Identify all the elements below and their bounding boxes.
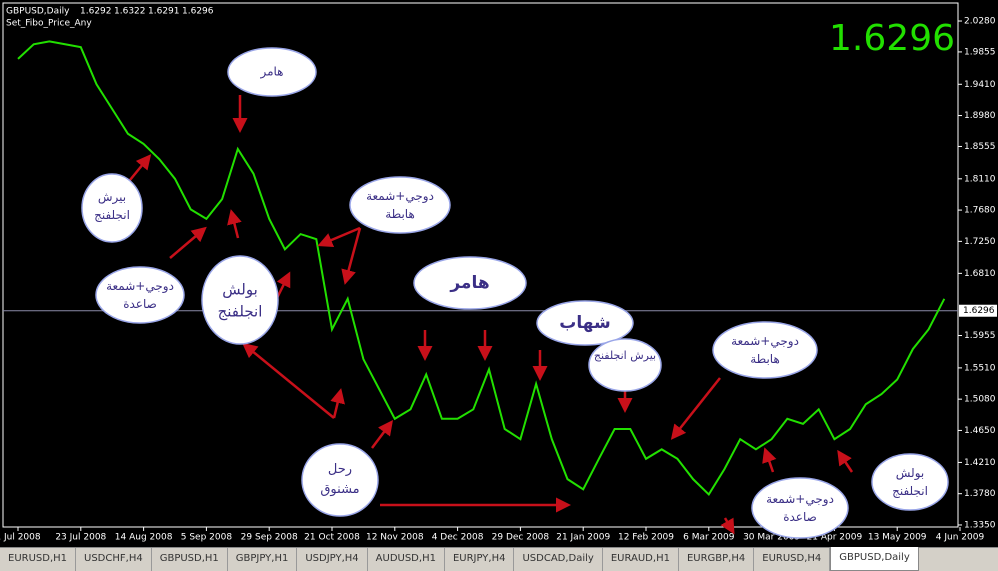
annotation-box: دوجي+شمعة صاعدة [766,492,834,524]
tab[interactable]: USDJPY,H4 [297,548,368,571]
current-price-label: 1.6296 [963,306,995,316]
annotation-box: دوجي+شمعة هابطة [731,334,799,366]
annotation-box: رحل مشنوق [320,462,360,497]
annotation: دوجي+شمعة صاعدة [106,279,174,311]
annotation-box: دوجي+شمعة صاعدة [106,279,174,311]
x-tick-label: 6 Mar 2009 [683,533,735,543]
price-line [17,40,946,497]
annotation: بولش انجلفنج [892,466,928,498]
y-tick-label: 1.7250 [964,237,996,247]
tab[interactable]: AUDUSD,H1 [368,548,445,571]
y-tick-label: 1.8555 [964,142,996,152]
x-tick-label: 4 Dec 2008 [432,533,484,543]
y-tick-label: 1.9855 [964,47,996,57]
x-tick-label: 23 Jul 2008 [55,533,106,543]
annotations: هامر بيرش انجلفنج دوجي+شمعة صاعدة بولش ا… [81,47,949,539]
annotation: رحل مشنوق [320,462,360,497]
y-tick-label: 1.3780 [964,489,996,499]
x-tick-label: 29 Dec 2008 [492,533,550,543]
annotation-box: دوجي+شمعة هابطة [366,189,434,221]
y-tick-label: 1.7680 [964,206,996,216]
x-tick-label: 12 Nov 2008 [366,533,424,543]
ohlc: 1.6292 1.6322 1.6291 1.6296 [80,7,214,17]
plot [17,40,946,497]
x-tick-label: 21 Jan 2009 [556,533,610,543]
y-tick-label: 1.5080 [964,395,996,405]
axis: 2.0280 1.9855 1.9410 1.8980 1.8555 1.8110 1.76… [0,17,997,543]
tab[interactable]: EURAUD,H1 [603,548,679,571]
tab[interactable]: EURJPY,H4 [445,548,515,571]
annotation: هامر [259,65,283,80]
tab[interactable]: EURGBP,H4 [679,548,755,571]
current-price-box [959,304,997,317]
x-tick-label: 1 Jul 2008 [0,533,41,543]
tab[interactable]: GBPJPY,H1 [228,548,298,571]
annotation: بيرش انجلفنج [94,190,130,222]
tab[interactable]: USDCHF,H4 [76,548,152,571]
y-tick-label: 1.4650 [964,426,996,436]
tab[interactable]: EURUSD,H4 [754,548,831,571]
y-tick-label: 1.8110 [964,174,996,184]
symbol: GBPUSD,Daily [6,7,70,17]
y-tick-label: 1.5955 [964,331,996,341]
ohlc-value: 1.6292 [80,7,112,17]
annotation: انجلفنج [218,303,263,321]
tab[interactable]: EURUSD,H1 [0,548,77,571]
annotation-box: بيرش انجلفنج [593,349,657,362]
price-display: 1.6296 [829,18,955,59]
x-tick-label: 21 Oct 2008 [304,533,360,543]
y-tick-label: 1.4210 [964,458,996,468]
x-tick-label: 30 Mar 2009 [743,533,800,543]
x-tick-label: 5 Sep 2008 [181,533,233,543]
y-tick-label: 1.5510 [964,363,996,373]
ohlc-value: 1.6296 [182,7,214,17]
x-tick-label: 12 Feb 2009 [618,533,674,543]
annotation: دوجي+شمعة هابطة [366,189,434,221]
annotation: شهاب [559,313,610,333]
y-tick-label: 1.8980 [964,111,996,121]
x-tick-label: 29 Sep 2008 [241,533,298,543]
x-tick-label: 4 Jun 2009 [936,533,985,543]
x-tick-label: 14 Aug 2008 [115,533,173,543]
annotation: دوجي+شمعة هابطة [731,334,799,366]
tab-bar: EURUSD,H1 USDCHF,H4 GBPUSD,H1 GBPJPY,H1 USDJ… [0,547,998,571]
y-tick-label: 1.6810 [964,269,996,279]
y-tick-label: 1.3350 [964,520,996,530]
x-tick-label: 21 Apr 2009 [807,533,863,543]
chart: 2.0280 1.9855 1.9410 1.8980 1.8555 1.8110 1.76… [0,2,997,543]
arrows [129,95,854,535]
ohlc-value: 1.6291 [148,7,180,17]
plot-frame [2,2,959,528]
annotation: هامر [449,273,489,293]
y-tick-label: 2.0280 [964,17,996,27]
tab[interactable]: GBPUSD,Daily [830,547,919,571]
x-tick-label: 13 May 2009 [868,533,927,543]
tab[interactable]: GBPUSD,H1 [152,548,228,571]
annotation: دوجي+شمعة صاعدة [766,492,834,524]
annotation-box: بيرش انجلفنج [94,190,130,222]
y-tick-label: 1.9410 [964,80,996,90]
annotation: بولش [222,281,258,299]
tab[interactable]: USDCAD,Daily [514,548,603,571]
ohlc-value: 1.6322 [114,7,146,17]
annotation: بيرش انجلفنج [593,349,657,362]
indicator: Set_Fibo_Price_Any [6,19,92,29]
annotation-box: بولش انجلفنج [892,466,928,498]
